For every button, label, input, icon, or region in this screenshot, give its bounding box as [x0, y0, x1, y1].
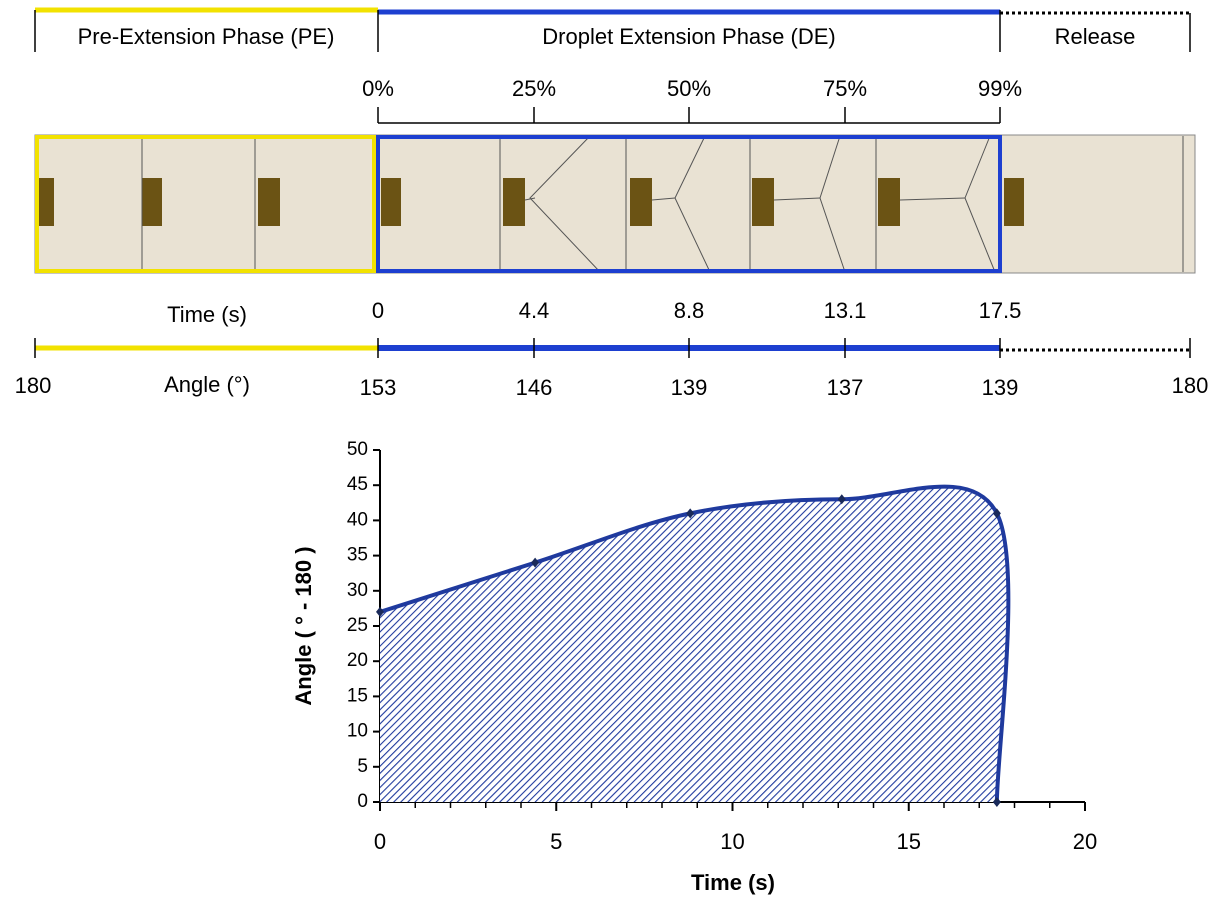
phase-label: Droplet Extension Phase (DE) [542, 24, 835, 49]
angle-label: Angle (°) [164, 372, 250, 397]
x-tick-label: 10 [720, 829, 744, 854]
angle-bar [34, 338, 1191, 358]
progress-scale [377, 107, 1001, 124]
x-tick-label: 0 [374, 829, 386, 854]
x-tick-label: 15 [897, 829, 921, 854]
photo-strip [34, 134, 1196, 274]
progress-label: 99% [978, 76, 1022, 101]
time-value: 4.4 [519, 298, 550, 323]
progress-label: 75% [823, 76, 867, 101]
y-tick-label: 40 [347, 509, 368, 530]
time-value: 0 [372, 298, 384, 323]
y-tick-label: 35 [347, 545, 368, 566]
x-tick-label: 5 [550, 829, 562, 854]
progress-label: 25% [512, 76, 556, 101]
y-tick-label: 5 [357, 756, 368, 777]
point [686, 508, 695, 519]
y-tick-label: 10 [347, 721, 368, 742]
phase-label: Release [1055, 24, 1136, 49]
point [992, 508, 1001, 519]
point [531, 557, 540, 568]
time-value: 13.1 [824, 298, 867, 323]
time-value: 17.5 [979, 298, 1022, 323]
angle-value: 137 [827, 375, 864, 400]
phase-bar [34, 7, 1191, 52]
y-axis-title: Angle ( ° - 180 ) [291, 546, 316, 705]
y-tick-label: 50 [347, 439, 368, 460]
y-tick-label: 0 [357, 791, 368, 812]
progress-label: 50% [667, 76, 711, 101]
progress-label: 0% [362, 76, 394, 101]
y-tick-label: 15 [347, 685, 368, 706]
y-tick-label: 45 [347, 474, 368, 495]
x-tick-label: 20 [1073, 829, 1097, 854]
point [837, 494, 846, 505]
area [380, 486, 1009, 802]
angle-value: 180 [15, 373, 52, 398]
x-axis-title: Time (s) [691, 870, 775, 895]
line [379, 484, 1011, 803]
phase-label: Pre-Extension Phase (PE) [78, 24, 335, 49]
angle-value: 180 [1172, 373, 1209, 398]
angle-value: 139 [982, 375, 1019, 400]
point [992, 797, 1001, 807]
y-tick-label: 25 [347, 615, 368, 636]
angle-value: 139 [671, 375, 708, 400]
time-label: Time (s) [167, 302, 247, 327]
angle-value: 153 [360, 375, 397, 400]
angle-value: 146 [516, 375, 553, 400]
y-tick-label: 30 [347, 580, 368, 601]
y-tick-label: 20 [347, 650, 368, 671]
time-value: 8.8 [674, 298, 705, 323]
point [376, 606, 384, 617]
